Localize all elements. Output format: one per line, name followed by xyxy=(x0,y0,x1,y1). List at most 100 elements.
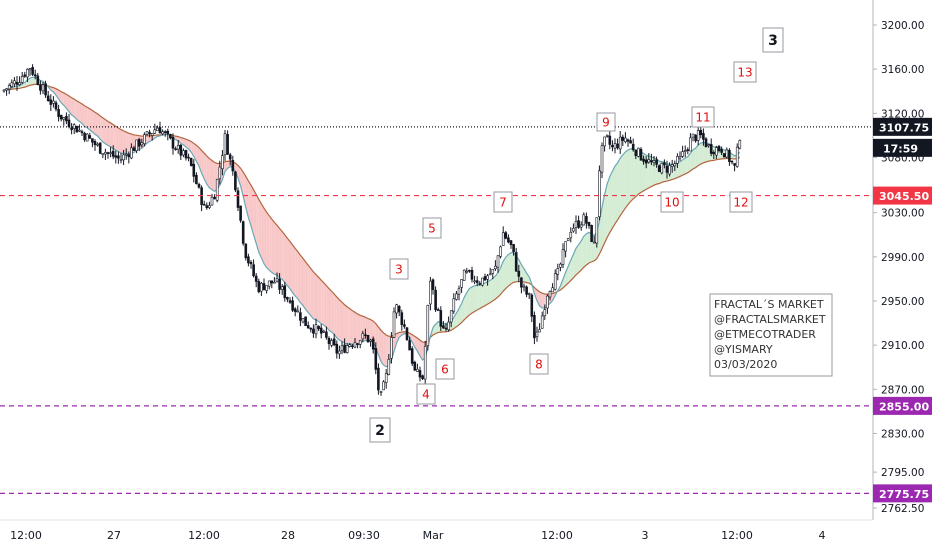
x-tick-label: 3 xyxy=(642,529,649,542)
ribbon-segment xyxy=(628,149,631,205)
x-tick-label: Mar xyxy=(423,529,444,542)
candle-body xyxy=(601,146,603,172)
ribbon-segment xyxy=(92,111,95,135)
annotation-line: @ETMECOTRADER xyxy=(714,328,816,341)
candle-body xyxy=(461,279,463,287)
ribbon-segment xyxy=(337,297,340,340)
candle-body xyxy=(219,167,221,179)
candle-body xyxy=(635,150,637,155)
x-tick-label: 12:00 xyxy=(188,529,220,542)
candle-body xyxy=(715,148,717,156)
countdown-text: 17:59 xyxy=(883,142,918,155)
candle-body xyxy=(34,75,36,76)
candle-body xyxy=(409,340,411,350)
candle-body xyxy=(450,311,452,322)
candle-body xyxy=(588,222,590,225)
candle-body xyxy=(94,141,96,144)
candle-body xyxy=(188,157,190,158)
price-label-text: 3045.50 xyxy=(879,190,929,203)
ribbon-segment xyxy=(30,77,33,85)
x-tick-label: 09:30 xyxy=(348,529,380,542)
candle-body xyxy=(448,322,450,330)
candle-body xyxy=(167,131,169,134)
candle-body xyxy=(102,154,104,155)
candle-body xyxy=(227,134,229,154)
candle-body xyxy=(177,145,179,149)
ribbon-segment xyxy=(347,307,350,344)
candle-body xyxy=(271,281,273,283)
ribbon-segment xyxy=(79,102,82,123)
candle-body xyxy=(245,244,247,258)
candle-body xyxy=(656,160,658,165)
candle-body xyxy=(289,301,291,303)
candle-body xyxy=(211,197,213,205)
ribbon-segment xyxy=(324,283,327,327)
ribbon-segment xyxy=(490,278,493,302)
wave-label: 3 xyxy=(395,262,403,276)
candle-body xyxy=(661,163,663,173)
candle-body xyxy=(526,287,528,294)
candle-body xyxy=(367,335,369,342)
candle-body xyxy=(240,206,242,220)
candle-body xyxy=(617,144,619,148)
candle-body xyxy=(598,171,600,217)
ribbon-segment xyxy=(332,291,335,334)
ribbon-segment xyxy=(345,305,348,344)
annotation: FRACTAL´S MARKET@FRACTALSMARKET@ETMECOTR… xyxy=(710,294,832,376)
candle-body xyxy=(63,118,65,120)
candle-body xyxy=(606,135,608,136)
ribbon-segment xyxy=(108,121,111,146)
ribbon-segment xyxy=(293,245,296,296)
candle-body xyxy=(637,148,639,156)
ribbon-segment xyxy=(683,158,686,175)
candle-body xyxy=(19,83,21,85)
candle-body xyxy=(97,144,99,145)
candle-body xyxy=(718,146,720,150)
candle-body xyxy=(440,310,442,326)
candle-body xyxy=(237,191,239,208)
candle-body xyxy=(429,281,431,304)
candle-body xyxy=(728,150,730,161)
wave-label: 6 xyxy=(441,362,449,376)
candle-body xyxy=(193,164,195,176)
candle-body xyxy=(247,257,249,263)
ribbon-segment xyxy=(358,314,361,344)
candle-body xyxy=(60,115,62,119)
candle-body xyxy=(328,338,330,343)
candle-body xyxy=(518,271,520,276)
candle-body xyxy=(559,264,561,267)
candle-body xyxy=(435,290,437,310)
candle-body xyxy=(315,325,317,334)
candle-body xyxy=(8,85,10,89)
ribbon-segment xyxy=(477,285,480,310)
candle-body xyxy=(674,164,676,166)
candle-body xyxy=(575,221,577,227)
candle-body xyxy=(567,239,569,241)
candle-body xyxy=(731,161,733,162)
candle-body xyxy=(403,325,405,327)
y-tick-label: 2950.00 xyxy=(881,296,924,308)
candle-body xyxy=(216,179,218,200)
candle-body xyxy=(663,163,665,165)
candle-body xyxy=(110,153,112,154)
candle-body xyxy=(323,331,325,332)
candle-body xyxy=(466,271,468,272)
candle-body xyxy=(481,278,483,285)
candle-body xyxy=(458,289,460,294)
candle-body xyxy=(154,130,156,133)
candle-body xyxy=(151,133,153,135)
ribbon-segment xyxy=(607,177,610,238)
candle-body xyxy=(736,147,738,166)
ribbon-segment xyxy=(511,252,514,283)
candle-body xyxy=(427,305,429,345)
candle-body xyxy=(520,278,522,287)
wave-label: 5 xyxy=(428,221,436,235)
candle-body xyxy=(253,265,255,276)
candle-body xyxy=(640,149,642,160)
candle-body xyxy=(658,166,660,172)
ribbon-segment xyxy=(685,157,688,174)
candle-body xyxy=(419,370,421,377)
candle-body xyxy=(726,150,728,157)
ribbon-segment xyxy=(207,156,210,188)
